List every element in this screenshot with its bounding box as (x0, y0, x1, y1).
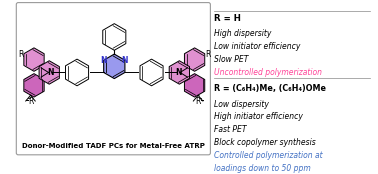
Text: R = H: R = H (214, 14, 241, 23)
FancyBboxPatch shape (16, 3, 211, 155)
Polygon shape (140, 59, 163, 86)
Polygon shape (65, 59, 88, 86)
Text: R: R (205, 50, 210, 59)
Text: N: N (175, 68, 181, 77)
Text: N: N (122, 56, 128, 65)
Polygon shape (103, 24, 126, 50)
Text: Fast PET: Fast PET (214, 125, 246, 134)
Polygon shape (39, 61, 59, 84)
Text: Slow PET: Slow PET (214, 55, 248, 64)
Polygon shape (184, 48, 205, 71)
Text: High initiator efficiency: High initiator efficiency (214, 112, 303, 121)
Polygon shape (24, 74, 44, 97)
Text: High dispersity: High dispersity (214, 29, 271, 38)
Text: Donor-Modified TADF PCs for Metal-Free ATRP: Donor-Modified TADF PCs for Metal-Free A… (22, 143, 205, 149)
Text: Uncontrolled polymerization: Uncontrolled polymerization (214, 68, 322, 77)
Polygon shape (169, 61, 189, 84)
Text: loadings down to 50 ppm: loadings down to 50 ppm (214, 164, 311, 173)
Text: Low initiator efficiency: Low initiator efficiency (214, 42, 301, 51)
Text: Block copolymer synthesis: Block copolymer synthesis (214, 138, 316, 147)
Polygon shape (184, 74, 205, 97)
Polygon shape (104, 54, 125, 79)
Text: Controlled polymerization at: Controlled polymerization at (214, 151, 322, 160)
Text: R: R (195, 97, 201, 106)
Text: N: N (47, 68, 54, 77)
Text: R: R (19, 50, 24, 59)
Text: R = (C₆H₄)Me, (C₆H₄)OMe: R = (C₆H₄)Me, (C₆H₄)OMe (214, 84, 326, 93)
Polygon shape (24, 48, 44, 71)
Text: Low dispersity: Low dispersity (214, 100, 269, 109)
Text: R: R (28, 97, 33, 106)
Text: N: N (101, 56, 107, 65)
